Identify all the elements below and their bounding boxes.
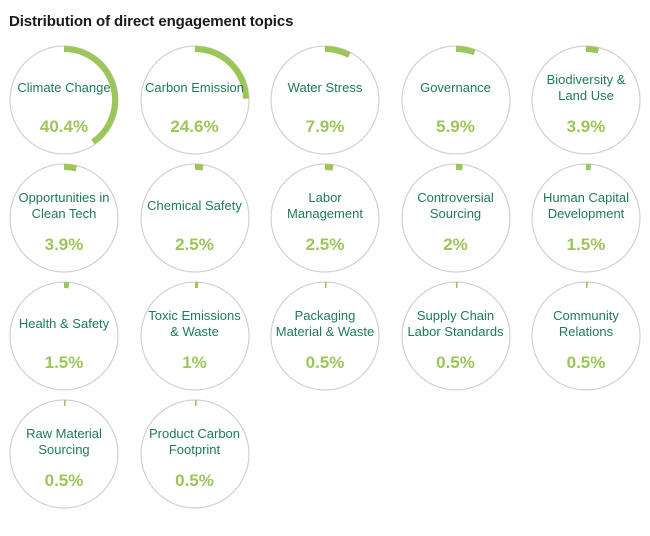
topic-label: Water Stress (287, 80, 363, 95)
topic-value: 2% (443, 235, 468, 254)
gauge (531, 45, 641, 155)
topic-toxic-emissions-and-waste: Toxic Emissions & Waste 1% (139, 281, 250, 391)
gauge (139, 163, 250, 273)
topic-packaging-material-and-waste: Packaging Material & Waste 0.5% (270, 281, 380, 391)
topic-product-carbon-footprint: Product Carbon Footprint 0.5% (139, 399, 250, 509)
topic-value: 24.6% (170, 117, 219, 136)
gauge-track (9, 281, 119, 391)
topic-value: 1.5% (566, 235, 606, 254)
gauge-arc (324, 46, 351, 58)
gauge-track (139, 163, 250, 273)
gauge (139, 399, 250, 509)
gauge (9, 281, 119, 391)
topic-label: Supply Chain Labor Standards (407, 308, 504, 339)
topic-value: 5.9% (436, 117, 475, 136)
topic-value: 1% (182, 353, 207, 372)
topic-value: 0.5% (436, 353, 475, 372)
gauge (531, 163, 641, 273)
gauge-arc (324, 164, 334, 171)
topic-value: 3.9% (44, 235, 84, 254)
gauge (270, 163, 380, 273)
gauge (139, 45, 250, 155)
topic-label: Controversial Sourcing (417, 190, 494, 221)
topic-label: Packaging Material & Waste (275, 308, 375, 339)
gauge (139, 281, 250, 391)
gauge-arc (194, 164, 203, 171)
topic-water-stress: Water Stress 7.9% (270, 45, 380, 155)
gauge-track (531, 163, 641, 273)
topic-value: 0.5% (175, 471, 214, 490)
gauge-arc (63, 163, 78, 172)
topic-label: Opportunities in Clean Tech (18, 190, 110, 221)
topic-label: Biodiversity & Land Use (546, 72, 626, 103)
topic-label: Governance (420, 80, 491, 95)
chart-title: Distribution of direct engagement topics (9, 13, 294, 30)
topic-carbon-emission: Carbon Emission 24.6% (139, 45, 250, 155)
topic-value: 1.5% (44, 353, 84, 372)
topic-label: Toxic Emissions & Waste (148, 308, 241, 339)
gauge (9, 399, 119, 509)
gauge (400, 163, 511, 273)
topic-raw-material-sourcing: Raw Material Sourcing 0.5% (9, 399, 119, 509)
topic-label: Raw Material Sourcing (26, 426, 102, 457)
topic-label: Health & Safety (18, 316, 110, 331)
topic-value: 3.9% (566, 117, 606, 136)
gauge-track (270, 281, 380, 391)
gauge-track (9, 399, 119, 509)
gauge (270, 281, 380, 391)
topic-value: 2.5% (305, 235, 345, 254)
topic-controversial-sourcing: Controversial Sourcing 2% (400, 163, 511, 273)
gauge-arc (585, 45, 600, 54)
topic-chemical-safety: Chemical Safety 2.5% (139, 163, 250, 273)
topic-value: 40.4% (39, 117, 89, 136)
gauge-arc (194, 46, 249, 99)
topic-biodiversity-and-land-use: Biodiversity & Land Use 3.9% (531, 45, 641, 155)
topic-opportunities-in-clean-tech: Opportunities in Clean Tech 3.9% (9, 163, 119, 273)
topic-labor-management: Labor Management 2.5% (270, 163, 380, 273)
gauge (400, 45, 511, 155)
gauge-arc (63, 46, 118, 145)
gauge-track (139, 399, 250, 509)
gauge (270, 45, 380, 155)
topic-supply-chain-labor-standards: Supply Chain Labor Standards 0.5% (400, 281, 511, 391)
gauge-track (270, 163, 380, 273)
topic-label: Community Relations (553, 308, 619, 339)
topic-governance: Governance 5.9% (400, 45, 511, 155)
topic-human-capital-development: Human Capital Development 1.5% (531, 163, 641, 273)
topic-value: 0.5% (305, 353, 345, 372)
topic-community-relations: Community Relations 0.5% (531, 281, 641, 391)
topic-label: Climate Change (17, 80, 111, 95)
topic-value: 0.5% (44, 471, 84, 490)
topic-value: 7.9% (305, 117, 345, 136)
gauge-track (400, 281, 511, 391)
topic-health-and-safety: Health & Safety 1.5% (9, 281, 119, 391)
topic-value: 0.5% (566, 353, 606, 372)
gauge-track (531, 281, 641, 391)
topic-climate-change: Climate Change 40.4% (9, 45, 119, 155)
gauge (531, 281, 641, 391)
topic-label: Human Capital Development (543, 190, 629, 221)
topic-label: Carbon Emission (145, 80, 244, 95)
gauge (9, 45, 119, 155)
gauge-arc (455, 45, 476, 56)
topic-value: 2.5% (175, 235, 214, 254)
topic-label: Product Carbon Footprint (148, 426, 241, 457)
gauge (400, 281, 511, 391)
gauge (9, 163, 119, 273)
topic-label: Labor Management (287, 190, 363, 221)
topic-label: Chemical Safety (147, 198, 242, 213)
